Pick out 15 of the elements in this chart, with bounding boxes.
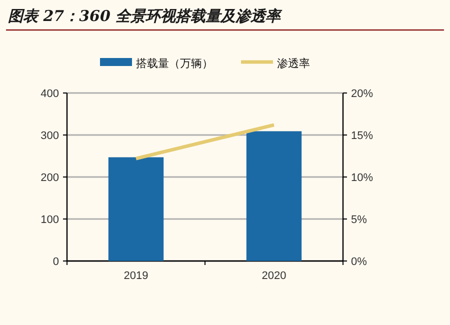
y-tick-label: 200 bbox=[40, 172, 59, 184]
y-tick-label: 400 bbox=[40, 88, 59, 100]
chart-title: 图表 27：360 全景环视搭载量及渗透率 bbox=[8, 7, 283, 25]
x-tick-label: 2020 bbox=[262, 270, 286, 282]
y-tick-label: 300 bbox=[40, 130, 59, 142]
y-tick-label: 0 bbox=[52, 256, 59, 268]
legend-label: 渗透率 bbox=[277, 57, 310, 70]
y2-tick-label: 10% bbox=[351, 172, 374, 184]
x-tick-label: 2019 bbox=[124, 270, 148, 282]
y2-tick-label: 20% bbox=[351, 88, 374, 100]
y2-tick-label: 15% bbox=[351, 130, 374, 142]
legend-label: 搭载量（万辆） bbox=[136, 57, 213, 70]
y-tick-label: 100 bbox=[40, 214, 59, 226]
y2-tick-label: 0% bbox=[351, 256, 368, 268]
y2-tick-label: 5% bbox=[351, 214, 368, 226]
